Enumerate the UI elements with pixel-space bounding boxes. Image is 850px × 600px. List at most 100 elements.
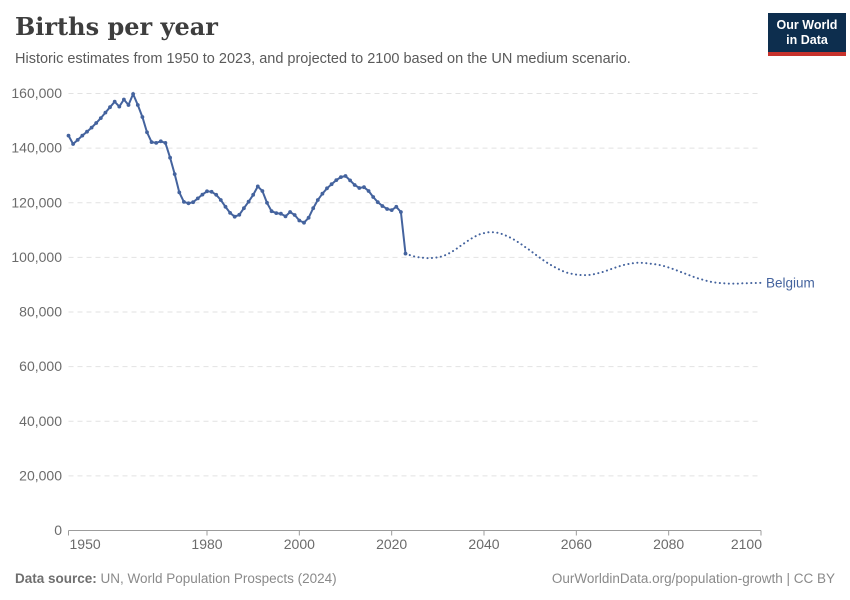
historic-line	[67, 91, 407, 254]
data-point	[223, 204, 228, 209]
data-point	[283, 214, 288, 219]
data-point	[274, 211, 279, 216]
data-point	[80, 133, 85, 138]
data-point	[237, 212, 242, 217]
y-tick-label: 100,000	[11, 249, 62, 265]
x-tick-label: 2060	[561, 536, 592, 552]
data-point	[85, 129, 89, 134]
data-point	[218, 198, 223, 202]
entity-labels: Belgium	[766, 275, 815, 290]
y-tick-label: 140,000	[11, 140, 62, 156]
data-point	[260, 189, 265, 193]
data-point	[122, 97, 126, 102]
y-tick-label: 160,000	[11, 85, 62, 101]
data-point	[375, 200, 380, 205]
data-source-text: UN, World Population Prospects (2024)	[96, 571, 337, 586]
data-point	[126, 103, 131, 107]
y-tick-label: 0	[54, 522, 62, 538]
y-tick-label: 20,000	[19, 467, 62, 483]
data-point	[366, 189, 371, 193]
x-tick-label: 2040	[468, 536, 499, 552]
data-point	[389, 208, 394, 213]
data-point	[320, 191, 325, 196]
data-point	[334, 178, 339, 183]
data-point	[302, 220, 306, 225]
chart-footer: Data source: UN, World Population Prospe…	[15, 571, 835, 586]
data-point	[251, 192, 256, 197]
data-point	[186, 201, 191, 206]
data-point	[195, 196, 200, 201]
data-point	[255, 184, 260, 189]
data-point	[117, 104, 122, 109]
data-point	[352, 183, 357, 187]
data-point	[242, 206, 246, 211]
data-point	[306, 215, 311, 220]
data-point	[343, 174, 348, 178]
data-point	[269, 209, 274, 214]
owid-logo-line2: in Data	[786, 32, 828, 47]
data-point	[75, 138, 80, 142]
data-point	[135, 103, 140, 107]
data-point	[315, 198, 320, 202]
data-point	[214, 192, 219, 197]
data-point	[205, 189, 209, 194]
data-point	[209, 189, 214, 194]
data-point	[154, 141, 159, 145]
entity-label[interactable]: Belgium	[766, 275, 815, 290]
data-point	[362, 185, 366, 190]
data-point	[168, 155, 173, 160]
data-point	[380, 204, 385, 208]
projection-line	[404, 231, 762, 285]
data-point	[371, 195, 376, 199]
data-source-note: Data source: UN, World Population Prospe…	[15, 571, 337, 586]
owid-logo[interactable]: Our World in Data	[768, 13, 846, 56]
data-point	[112, 99, 117, 104]
data-point	[163, 141, 168, 145]
data-point	[94, 121, 99, 125]
data-point	[297, 218, 302, 223]
data-point	[71, 142, 75, 146]
x-tick-label: 1980	[191, 536, 222, 552]
data-point	[325, 186, 329, 191]
data-point	[399, 210, 403, 214]
data-point	[66, 133, 71, 138]
page-title: Births per year	[15, 12, 218, 41]
data-point	[246, 199, 251, 204]
y-tick-label: 60,000	[19, 358, 62, 374]
x-tick-label: 1950	[70, 536, 101, 552]
data-point	[177, 190, 182, 195]
data-point	[228, 211, 233, 215]
data-point	[265, 200, 269, 205]
chart-subtitle: Historic estimates from 1950 to 2023, an…	[15, 51, 631, 67]
data-series	[66, 91, 762, 285]
data-point	[98, 116, 103, 120]
data-point	[292, 213, 297, 217]
data-point	[339, 175, 343, 180]
x-tick-label: 2020	[376, 536, 407, 552]
y-tick-label: 80,000	[19, 304, 62, 320]
data-point	[131, 92, 136, 96]
y-tick-label: 120,000	[11, 194, 62, 210]
x-tick-label: 2100	[731, 536, 762, 552]
credit-link[interactable]: OurWorldinData.org/population-growth | C…	[551, 571, 835, 586]
data-point	[385, 207, 389, 211]
data-point	[182, 200, 186, 204]
data-point	[348, 178, 352, 183]
gridlines: 0 20,000 40,000 60,000 80,000 100,000 120,000 1…	[11, 85, 761, 538]
x-axis: 1950 1980 2000 2020 2040 2060 2080 2100	[68, 530, 762, 552]
data-point	[108, 105, 112, 110]
data-point	[103, 110, 108, 115]
data-point	[145, 130, 149, 135]
data-point	[394, 204, 399, 209]
data-point	[149, 140, 154, 145]
data-point	[288, 210, 292, 214]
x-tick-label: 2080	[653, 536, 684, 552]
data-point	[158, 139, 163, 144]
data-point	[140, 115, 145, 119]
data-point	[89, 125, 94, 130]
y-tick-label: 40,000	[19, 413, 62, 429]
data-point	[279, 211, 283, 216]
data-source-label: Data source:	[15, 571, 97, 586]
